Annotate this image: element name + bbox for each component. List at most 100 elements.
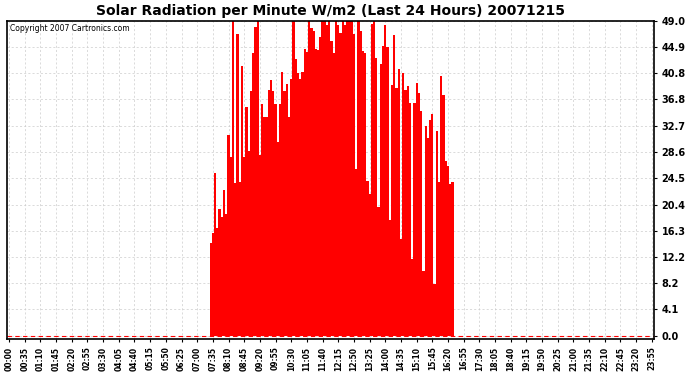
Bar — [449, 184, 451, 336]
Bar — [324, 21, 326, 336]
Bar — [451, 182, 453, 336]
Bar — [232, 21, 234, 336]
Bar — [371, 24, 373, 336]
Bar — [382, 46, 384, 336]
Bar — [277, 142, 279, 336]
Bar — [261, 104, 264, 336]
Bar — [368, 194, 371, 336]
Bar — [216, 228, 219, 336]
Bar — [319, 37, 322, 336]
Bar — [304, 49, 306, 336]
Bar — [214, 173, 216, 336]
Bar — [322, 21, 324, 336]
Bar — [248, 151, 250, 336]
Bar — [295, 59, 297, 336]
Bar — [362, 51, 364, 336]
Bar — [339, 33, 342, 336]
Bar — [348, 21, 351, 336]
Bar — [388, 220, 391, 336]
Bar — [288, 117, 290, 336]
Bar — [400, 239, 402, 336]
Bar — [431, 114, 433, 336]
Bar — [239, 182, 241, 336]
Bar — [225, 213, 228, 336]
Bar — [335, 21, 337, 336]
Bar — [411, 259, 413, 336]
Bar — [429, 120, 431, 336]
Bar — [359, 31, 362, 336]
Bar — [228, 135, 230, 336]
Bar — [293, 21, 295, 336]
Bar — [331, 40, 333, 336]
Bar — [433, 284, 435, 336]
Bar — [237, 34, 239, 336]
Bar — [442, 95, 444, 336]
Bar — [313, 31, 315, 336]
Bar — [373, 21, 375, 336]
Bar — [255, 27, 257, 336]
Bar — [424, 126, 426, 336]
Bar — [302, 72, 304, 336]
Bar — [290, 79, 293, 336]
Bar — [415, 83, 417, 336]
Bar — [234, 183, 237, 336]
Bar — [212, 233, 214, 336]
Bar — [409, 103, 411, 336]
Bar — [420, 111, 422, 336]
Bar — [395, 88, 397, 336]
Bar — [264, 117, 266, 336]
Bar — [355, 169, 357, 336]
Bar — [426, 138, 429, 336]
Bar — [257, 21, 259, 336]
Bar — [210, 243, 212, 336]
Bar — [326, 25, 328, 336]
Bar — [246, 107, 248, 336]
Bar — [337, 24, 339, 336]
Bar — [417, 93, 420, 336]
Bar — [342, 21, 344, 336]
Bar — [230, 158, 232, 336]
Bar — [270, 80, 273, 336]
Text: Copyright 2007 Cartronics.com: Copyright 2007 Cartronics.com — [10, 24, 130, 33]
Bar — [317, 50, 319, 336]
Bar — [406, 86, 409, 336]
Bar — [306, 53, 308, 336]
Bar — [286, 84, 288, 336]
Bar — [299, 79, 302, 336]
Bar — [279, 104, 281, 336]
Bar — [223, 189, 225, 336]
Bar — [380, 64, 382, 336]
Bar — [308, 21, 310, 336]
Bar — [377, 207, 380, 336]
Bar — [241, 66, 243, 336]
Bar — [364, 53, 366, 336]
Bar — [397, 69, 400, 336]
Title: Solar Radiation per Minute W/m2 (Last 24 Hours) 20071215: Solar Radiation per Minute W/m2 (Last 24… — [96, 4, 565, 18]
Bar — [438, 182, 440, 336]
Bar — [250, 92, 252, 336]
Bar — [310, 27, 313, 336]
Bar — [275, 104, 277, 336]
Bar — [221, 217, 223, 336]
Bar — [315, 50, 317, 336]
Bar — [297, 73, 299, 336]
Bar — [351, 21, 353, 336]
Bar — [391, 85, 393, 336]
Bar — [357, 21, 359, 336]
Bar — [402, 73, 404, 336]
Bar — [268, 90, 270, 336]
Bar — [259, 154, 261, 336]
Bar — [386, 46, 388, 336]
Bar — [281, 72, 284, 336]
Bar — [393, 35, 395, 336]
Bar — [346, 21, 348, 336]
Bar — [444, 161, 447, 336]
Bar — [252, 53, 255, 336]
Bar — [366, 182, 368, 336]
Bar — [413, 103, 415, 336]
Bar — [404, 90, 406, 336]
Bar — [353, 34, 355, 336]
Bar — [344, 25, 346, 336]
Bar — [384, 25, 386, 336]
Bar — [435, 131, 438, 336]
